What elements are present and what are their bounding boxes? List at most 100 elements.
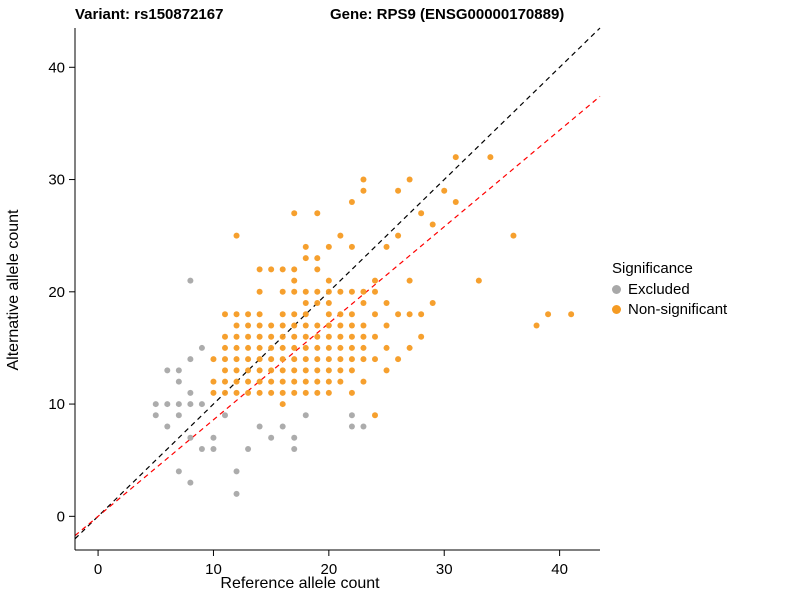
point-non-significant [383,243,390,250]
point-non-significant [510,232,517,239]
point-non-significant [475,277,482,284]
point-non-significant [245,322,252,329]
point-non-significant [302,288,309,295]
point-non-significant [325,367,332,374]
point-non-significant [360,378,367,385]
point-non-significant [360,300,367,307]
point-non-significant [325,378,332,385]
point-non-significant [487,154,494,161]
point-non-significant [233,378,240,385]
y-tick-label: 10 [48,396,65,413]
point-excluded [175,412,182,419]
excluded-dot-icon [612,285,621,294]
point-non-significant [245,389,252,396]
point-non-significant [314,210,321,217]
point-non-significant [279,401,286,408]
point-excluded [198,344,205,351]
point-non-significant [302,322,309,329]
point-non-significant [222,311,228,318]
point-non-significant [452,154,459,161]
point-excluded [210,434,217,441]
point-non-significant [314,300,321,307]
point-non-significant [372,311,378,318]
point-excluded [164,367,171,374]
point-excluded [360,423,367,430]
point-non-significant [337,333,344,340]
point-non-significant [395,356,402,363]
point-non-significant [429,300,436,307]
point-non-significant [291,367,298,374]
point-non-significant [348,333,355,340]
point-non-significant [325,356,332,363]
point-non-significant [406,344,413,351]
point-non-significant [268,356,275,363]
point-non-significant [348,311,355,318]
point-non-significant [291,210,298,217]
point-non-significant [279,266,286,273]
point-non-significant [314,378,321,385]
legend-title: Significance [612,260,693,277]
point-non-significant [233,389,240,396]
point-non-significant [372,356,378,363]
point-non-significant [279,356,286,363]
point-non-significant [360,333,367,340]
point-non-significant [337,367,344,374]
point-non-significant [348,389,355,396]
point-non-significant [418,311,425,318]
point-non-significant [337,232,344,239]
x-axis-title: Reference allele count [220,575,380,592]
point-non-significant [222,389,228,396]
point-non-significant [372,333,378,340]
point-non-significant [291,378,298,385]
x-tick-label: 40 [551,561,568,578]
point-non-significant [302,356,309,363]
point-non-significant [279,378,286,385]
point-non-significant [441,187,448,194]
point-non-significant [291,266,298,273]
point-non-significant [395,232,402,239]
point-excluded [279,423,286,430]
point-non-significant [291,356,298,363]
gene-title: Gene: RPS9 (ENSG00000170889) [330,6,565,23]
point-non-significant [256,356,263,363]
point-non-significant [256,322,263,329]
point-non-significant [291,344,298,351]
point-non-significant [314,288,321,295]
point-non-significant [360,187,367,194]
y-tick-label: 30 [48,172,65,189]
point-non-significant [291,288,298,295]
point-non-significant [360,344,367,351]
point-non-significant [395,311,402,318]
point-non-significant [302,378,309,385]
point-non-significant [348,288,355,295]
point-non-significant [279,288,286,295]
point-non-significant [348,199,355,205]
point-non-significant [233,232,240,239]
point-excluded [245,445,252,452]
point-non-significant [279,333,286,340]
point-non-significant [245,311,252,318]
legend-item-excluded: Excluded [612,281,727,298]
point-non-significant [222,344,228,351]
point-non-significant [314,344,321,351]
point-excluded [233,468,240,475]
point-non-significant [348,243,355,250]
point-non-significant [268,389,275,396]
point-non-significant [302,344,309,351]
non-significant-dot-icon [612,305,621,314]
y-tick-label: 40 [48,59,65,76]
point-non-significant [256,288,263,295]
point-non-significant [372,288,378,295]
point-non-significant [372,412,378,419]
point-non-significant [325,333,332,340]
point-excluded [187,356,194,363]
point-excluded [187,434,194,441]
y-tick-label: 0 [57,508,65,525]
point-non-significant [233,322,240,329]
point-non-significant [360,356,367,363]
y-axis-title: Alternative allele count [5,209,22,371]
point-non-significant [256,367,263,374]
point-excluded [187,479,194,486]
point-non-significant [222,367,228,374]
